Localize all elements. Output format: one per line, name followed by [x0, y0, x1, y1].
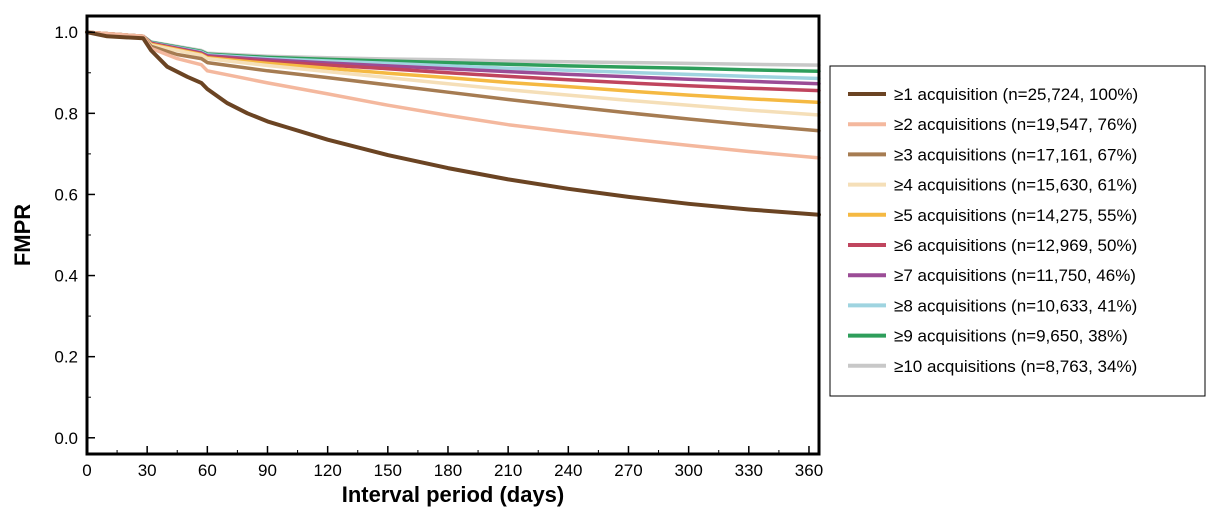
x-tick-label: 180 — [434, 461, 462, 480]
legend-label-7: ≥7 acquisitions (n=11,750, 46%) — [894, 266, 1136, 285]
y-tick-label: 0.8 — [54, 104, 78, 123]
y-tick-label: 0.0 — [54, 429, 78, 448]
x-axis-title: Interval period (days) — [342, 482, 565, 507]
series-line-4 — [85, 30, 821, 117]
legend-label-9: ≥9 acquisitions (n=9,650, 38%) — [894, 327, 1128, 346]
legend-label-2: ≥2 acquisitions (n=19,547, 76%) — [894, 115, 1137, 134]
x-tick-label: 330 — [735, 461, 763, 480]
series-line-2 — [85, 30, 821, 160]
legend-label-8: ≥8 acquisitions (n=10,633, 41%) — [894, 296, 1137, 315]
x-tick-label: 120 — [313, 461, 341, 480]
series-layer — [85, 30, 821, 217]
legend-label-6: ≥6 acquisitions (n=12,969, 50%) — [894, 236, 1137, 255]
x-tick-label: 360 — [795, 461, 823, 480]
x-tick-label: 240 — [554, 461, 582, 480]
x-tick-label: 0 — [82, 461, 91, 480]
x-tick-label: 30 — [138, 461, 157, 480]
legend-label-10: ≥10 acquisitions (n=8,763, 34%) — [894, 357, 1137, 376]
legend-box — [829, 65, 1206, 397]
y-tick-label: 0.4 — [54, 267, 78, 286]
y-tick-label: 1.0 — [54, 23, 78, 42]
series-line-1 — [85, 30, 821, 217]
x-tick-label: 210 — [494, 461, 522, 480]
legend-label-1: ≥1 acquisition (n=25,724, 100%) — [894, 85, 1138, 104]
y-tick-label: 0.2 — [54, 348, 78, 367]
y-axis-title: FMPR — [10, 204, 35, 266]
y-tick-label: 0.6 — [54, 185, 78, 204]
legend-label-5: ≥5 acquisitions (n=14,275, 55%) — [894, 206, 1137, 225]
x-tick-label: 300 — [674, 461, 702, 480]
legend-layer: ≥1 acquisition (n=25,724, 100%) ≥2 acquis… — [848, 85, 1138, 376]
axes-layer: 0 30 60 90 120 150 180 210 240 270 300 330 360 0.0 0.2… — [54, 23, 823, 480]
x-tick-label: 150 — [374, 461, 402, 480]
legend-label-3: ≥3 acquisitions (n=17,161, 67%) — [894, 145, 1137, 164]
x-tick-label: 60 — [198, 461, 217, 480]
series-line-3 — [85, 30, 821, 133]
legend-label-4: ≥4 acquisitions (n=15,630, 61%) — [894, 176, 1137, 195]
x-tick-label: 270 — [614, 461, 642, 480]
x-tick-label: 90 — [258, 461, 277, 480]
